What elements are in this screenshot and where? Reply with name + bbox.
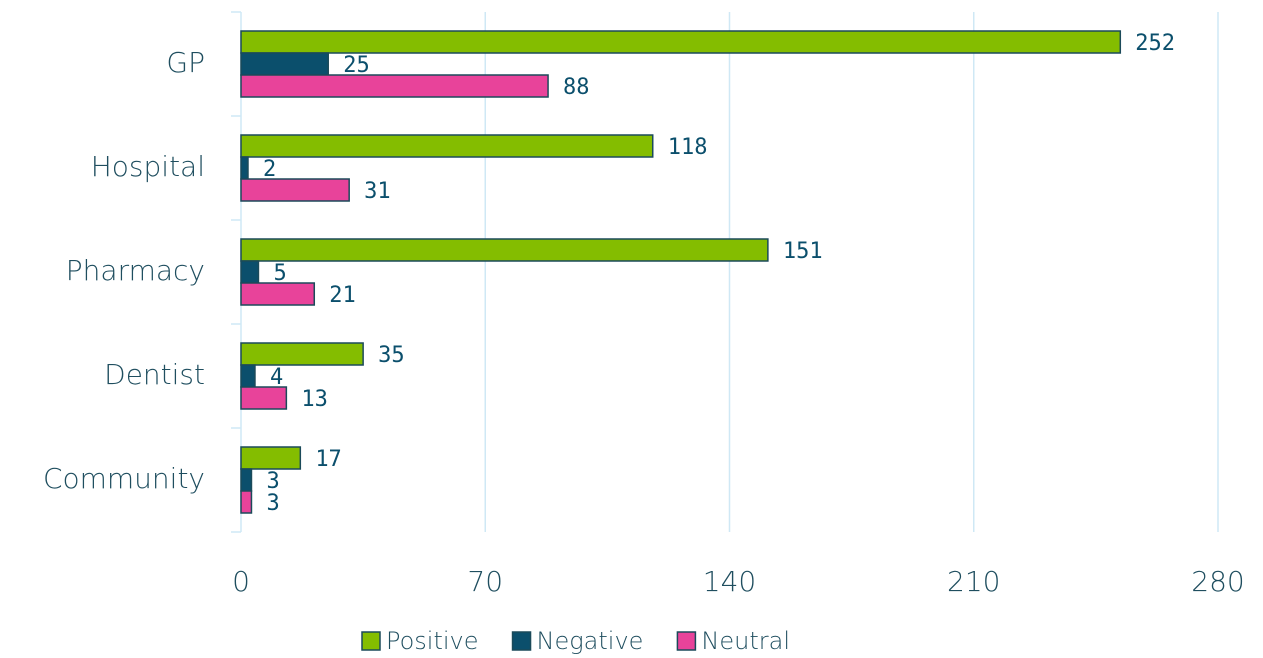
legend-label: Neutral	[701, 627, 790, 655]
data-label: 3	[266, 469, 279, 494]
bar	[240, 342, 364, 366]
data-label: 17	[315, 447, 342, 472]
bar	[240, 446, 302, 470]
bar	[240, 52, 329, 76]
data-label: 35	[378, 343, 405, 368]
y-tick-label: Hospital	[91, 150, 205, 183]
data-label: 21	[329, 283, 356, 308]
x-tick-label: 280	[1191, 565, 1244, 598]
x-tick-label: 70	[467, 565, 503, 598]
bar	[240, 260, 260, 284]
data-label: 118	[668, 135, 708, 160]
data-label: 3	[266, 491, 279, 516]
data-label: 88	[563, 75, 590, 100]
legend-swatch	[511, 631, 532, 651]
y-tick-label: Dentist	[104, 358, 205, 391]
bar	[240, 468, 253, 492]
data-label: 31	[364, 179, 391, 204]
data-label: 2	[263, 157, 276, 182]
data-label: 252	[1135, 31, 1175, 56]
legend-label: Positive	[386, 627, 479, 655]
y-tick-label: GP	[166, 46, 205, 79]
bar	[240, 178, 350, 202]
x-tick-label: 140	[703, 565, 756, 598]
legend-swatch	[676, 631, 697, 651]
bar	[240, 490, 253, 514]
data-label: 151	[783, 239, 823, 264]
bar	[240, 364, 256, 388]
bar	[240, 30, 1122, 54]
data-label: 25	[343, 53, 370, 78]
bar	[240, 238, 769, 262]
data-label: 5	[273, 261, 286, 286]
bar	[240, 134, 654, 158]
bar	[240, 74, 549, 98]
bar	[240, 386, 288, 410]
bar	[240, 156, 249, 180]
data-label: 4	[270, 365, 283, 390]
x-tick-label: 0	[232, 565, 250, 598]
legend-label: Negative	[537, 627, 644, 655]
x-tick-label: 210	[947, 565, 1000, 598]
y-tick-label: Pharmacy	[66, 254, 205, 287]
legend-swatch	[361, 631, 381, 651]
data-label: 13	[301, 387, 328, 412]
bar	[240, 282, 316, 306]
y-tick-label: Community	[43, 462, 205, 495]
